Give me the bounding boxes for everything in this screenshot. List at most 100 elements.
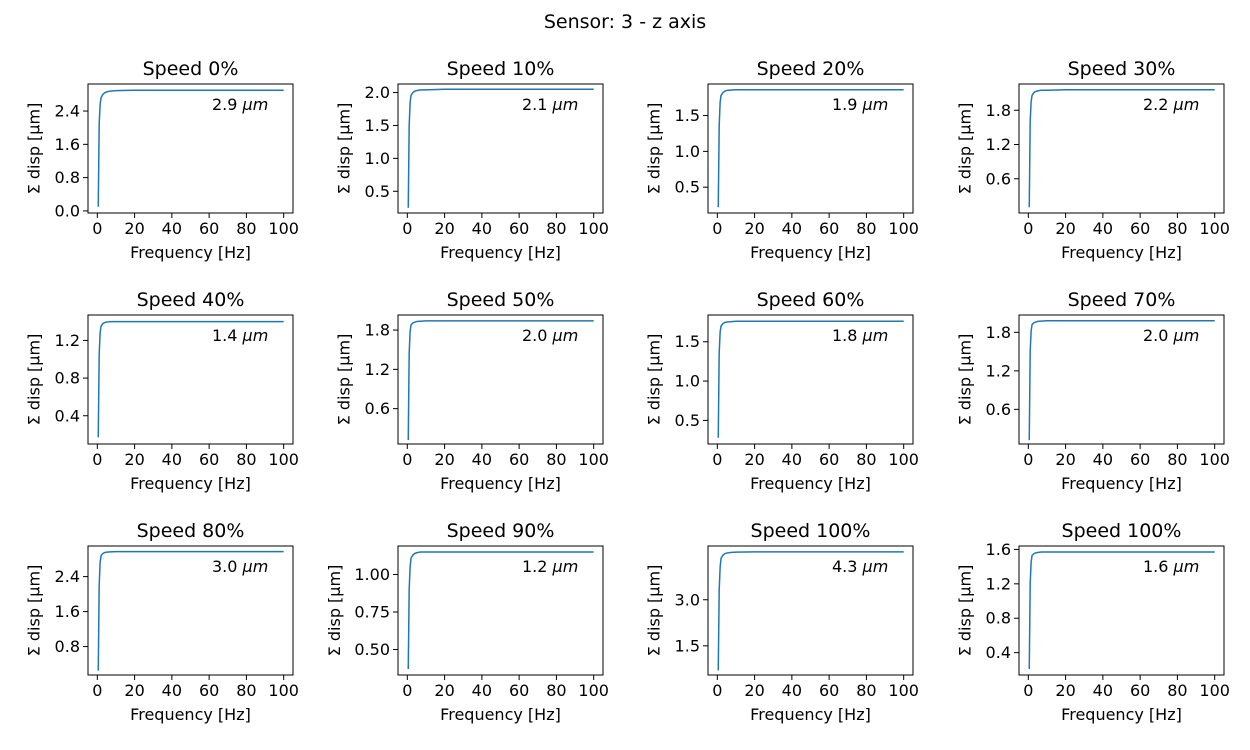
y-tick-label: 1.5 bbox=[675, 106, 700, 125]
series-line bbox=[1028, 88, 1215, 208]
axes-frame bbox=[707, 83, 914, 214]
x-tick-label: 100 bbox=[1199, 681, 1230, 700]
y-tick-label: 1.5 bbox=[675, 332, 700, 351]
subplot-11: Speed 100% 0 20 40 60 80 100 1.5 3.0 Frequency [H… bbox=[645, 520, 919, 724]
series-line bbox=[97, 550, 284, 671]
x-tick-label: 80 bbox=[1167, 681, 1187, 700]
y-tick-label: 1.2 bbox=[55, 331, 80, 350]
value-annotation: 2.9 μm bbox=[212, 95, 268, 114]
axes-frame bbox=[397, 314, 604, 445]
x-tick-label: 100 bbox=[888, 681, 919, 700]
y-tick-label: 1.6 bbox=[55, 135, 80, 154]
x-tick-label: 60 bbox=[1130, 681, 1150, 700]
series-line bbox=[97, 89, 284, 207]
x-tick-label: 60 bbox=[509, 219, 529, 238]
x-tick-label: 80 bbox=[236, 219, 256, 238]
x-tick-label: 60 bbox=[509, 450, 529, 469]
value-annotation: 2.0 μm bbox=[522, 326, 578, 345]
y-tick-label: 1.0 bbox=[365, 149, 390, 168]
y-axis-label: Σ disp [μm] bbox=[335, 103, 354, 195]
x-tick-label: 100 bbox=[268, 681, 299, 700]
y-axis-label: Σ disp [μm] bbox=[335, 334, 354, 426]
annotation-value: 1.9 bbox=[832, 95, 863, 114]
y-tick-label: 2.0 bbox=[365, 83, 390, 102]
x-tick-label: 80 bbox=[1167, 219, 1187, 238]
x-tick-label: 0 bbox=[1023, 219, 1033, 238]
x-tick-label: 0 bbox=[712, 450, 722, 469]
y-tick-label: 0.8 bbox=[986, 609, 1011, 628]
x-tick-label: 0 bbox=[402, 219, 412, 238]
y-tick-label: 1.5 bbox=[365, 116, 390, 135]
subplot-5: Speed 40% 0 20 40 60 80 100 0.4 0.8 1.2 Frequency … bbox=[25, 289, 299, 493]
annotation-value: 3.0 bbox=[212, 557, 243, 576]
value-annotation: 1.6 μm bbox=[1143, 557, 1199, 576]
axes-frame bbox=[1018, 545, 1225, 676]
x-tick-label: 20 bbox=[744, 219, 764, 238]
value-annotation: 2.0 μm bbox=[1143, 326, 1199, 345]
x-axis-label: Frequency [Hz] bbox=[1061, 705, 1182, 724]
value-annotation: 1.4 μm bbox=[212, 326, 268, 345]
y-tick-label: 0.8 bbox=[55, 168, 80, 187]
axes-frame bbox=[87, 545, 294, 676]
y-tick-label: 1.5 bbox=[675, 636, 700, 655]
x-tick-label: 60 bbox=[199, 219, 219, 238]
x-axis-label: Frequency [Hz] bbox=[750, 474, 871, 493]
x-tick-label: 100 bbox=[1199, 219, 1230, 238]
axes-frame bbox=[707, 314, 914, 445]
value-annotation: 1.9 μm bbox=[832, 95, 888, 114]
x-tick-label: 20 bbox=[124, 681, 144, 700]
x-tick-label: 20 bbox=[434, 219, 454, 238]
y-axis-label: Σ disp [μm] bbox=[25, 103, 44, 195]
axes-frame bbox=[707, 545, 914, 676]
annotation-value: 2.0 bbox=[1143, 326, 1174, 345]
y-tick-label: 1.8 bbox=[365, 321, 390, 340]
x-axis-label: Frequency [Hz] bbox=[130, 243, 251, 262]
x-tick-label: 80 bbox=[546, 681, 566, 700]
subplot-6: Speed 50% 0 20 40 60 80 100 0.6 1.2 1.8 Frequency … bbox=[335, 289, 609, 493]
annotation-value: 2.9 bbox=[212, 95, 243, 114]
x-tick-label: 60 bbox=[199, 450, 219, 469]
subplot-8: Speed 70% 0 20 40 60 80 100 0.6 1.2 1.8 Frequency … bbox=[956, 289, 1230, 493]
y-tick-label: 0.5 bbox=[365, 182, 390, 201]
x-tick-label: 40 bbox=[782, 450, 802, 469]
x-tick-label: 80 bbox=[856, 450, 876, 469]
subplot-title: Speed 60% bbox=[757, 289, 865, 311]
subplot-3: Speed 20% 0 20 40 60 80 100 0.5 1.0 1.5 Frequency … bbox=[645, 58, 919, 262]
y-tick-label: 0.6 bbox=[986, 400, 1011, 419]
subplot-4: Speed 30% 0 20 40 60 80 100 0.6 1.2 1.8 Frequency … bbox=[956, 58, 1230, 262]
x-tick-label: 100 bbox=[268, 450, 299, 469]
x-tick-label: 100 bbox=[268, 219, 299, 238]
y-tick-label: 1.6 bbox=[55, 602, 80, 621]
x-tick-label: 40 bbox=[162, 450, 182, 469]
y-tick-label: 1.6 bbox=[986, 540, 1011, 559]
y-axis-label: Σ disp [μm] bbox=[956, 103, 975, 195]
axes-frame bbox=[87, 314, 294, 445]
series-line bbox=[717, 88, 904, 208]
x-axis-label: Frequency [Hz] bbox=[130, 705, 251, 724]
annotation-value: 4.3 bbox=[832, 557, 863, 576]
x-tick-label: 100 bbox=[578, 219, 609, 238]
y-tick-label: 2.4 bbox=[55, 567, 80, 586]
subplot-9: Speed 80% 0 20 40 60 80 100 0.8 1.6 2.4 Frequency … bbox=[25, 520, 299, 724]
series-line bbox=[717, 551, 904, 671]
x-tick-label: 20 bbox=[1055, 450, 1075, 469]
subplot-10: Speed 90% 0 20 40 60 80 100 0.50 0.75 1.00 Frequen… bbox=[325, 520, 609, 724]
subplot-title: Speed 20% bbox=[757, 58, 865, 80]
subplot-title: Speed 30% bbox=[1068, 58, 1176, 80]
y-tick-label: 0.50 bbox=[354, 640, 390, 659]
annotation-unit: μm bbox=[552, 95, 579, 114]
subplot-title: Speed 100% bbox=[751, 520, 871, 542]
x-tick-label: 40 bbox=[162, 219, 182, 238]
series-line bbox=[1028, 320, 1215, 441]
axes-frame bbox=[397, 545, 604, 676]
x-tick-label: 80 bbox=[236, 450, 256, 469]
y-tick-label: 1.0 bbox=[675, 372, 700, 391]
x-tick-label: 60 bbox=[1130, 219, 1150, 238]
x-tick-label: 40 bbox=[472, 450, 492, 469]
annotation-unit: μm bbox=[862, 557, 889, 576]
subplot-2: Speed 10% 0 20 40 60 80 100 0.5 1.0 1.5 2.0 Frequen… bbox=[335, 58, 609, 262]
y-tick-label: 0.6 bbox=[986, 169, 1011, 188]
x-tick-label: 60 bbox=[1130, 450, 1150, 469]
x-tick-label: 40 bbox=[472, 681, 492, 700]
